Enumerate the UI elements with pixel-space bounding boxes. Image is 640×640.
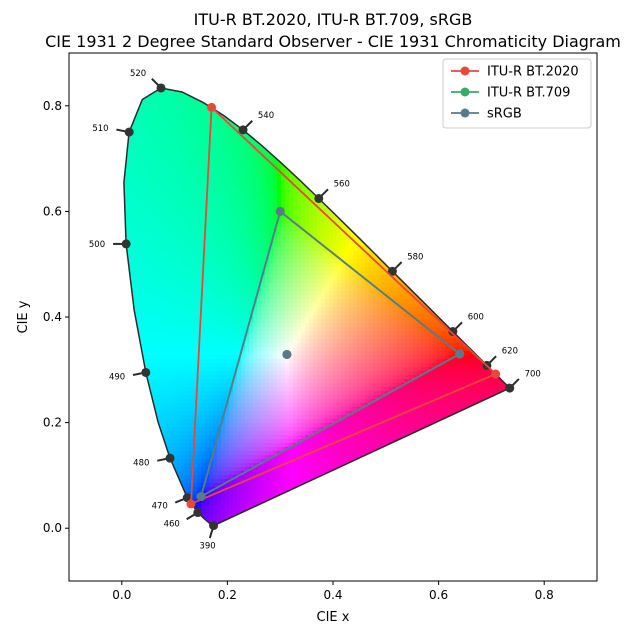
wavelength-marker-460 [193,508,203,518]
x-tick-label: 0.4 [323,588,342,602]
wavelength-label-500: 500 [89,240,105,250]
wavelength-marker-580 [387,266,397,276]
wavelength-label-620: 620 [502,347,518,357]
wavelength-label-520: 520 [130,69,146,79]
wavelength-label-490: 490 [109,373,125,383]
gamut-primary-srgb-1 [275,206,285,216]
wavelength-label-480: 480 [133,458,149,468]
horseshoe-color-fill [123,88,510,526]
wavelength-markers [113,78,520,539]
x-tick-label: 0.8 [535,588,554,602]
legend-frame [442,58,592,129]
legend: ITU-R BT.2020 ITU-R BT.709 sRGB [442,58,592,129]
x-tick-label: 0.6 [429,588,448,602]
y-tick-label: 0.8 [43,99,62,113]
wavelength-labels: 390 460 470 480 490 500 510 520 540 560 580 600 620 7… [89,69,541,552]
wavelength-marker-510 [124,127,134,137]
legend-label-srgb: sRGB [487,107,522,122]
y-axis-ticks: 0.0 0.2 0.4 0.6 0.8 [43,99,69,535]
gamut-line-srgb [200,210,461,498]
gamut-line-itu-r-bt-2020 [190,106,497,505]
wavelength-marker-490 [141,367,151,377]
chart-title-line-2: CIE 1931 2 Degree Standard Observer - CI… [45,32,621,51]
y-tick-label: 0.2 [43,416,62,430]
whitepoint-srgb [282,349,292,359]
gamut-primary-itu-r-bt-2020-1 [207,102,217,112]
x-tick-label: 0.0 [112,588,131,602]
gamut-primary-srgb-2 [196,492,206,502]
wavelength-label-510: 510 [92,124,108,134]
wavelength-marker-560 [314,193,324,203]
wavelength-label-540: 540 [258,111,274,121]
plot-area: 390 460 470 480 490 500 510 520 540 560 580 600 620 7… [89,69,541,552]
wavelength-marker-540 [238,125,248,135]
wavelength-marker-600 [448,327,458,337]
wavelength-label-460: 460 [164,519,180,529]
wavelength-label-600: 600 [468,313,484,323]
gamut-primary-itu-r-bt-2020-2 [186,499,196,509]
wavelength-marker-520 [156,83,166,93]
y-tick-label: 0.6 [43,204,62,218]
x-axis-ticks: 0.0 0.2 0.4 0.6 0.8 [112,581,554,602]
wavelength-label-390: 390 [199,542,215,552]
x-axis-label: CIE x [317,610,350,625]
y-tick-label: 0.0 [43,521,62,535]
wavelength-label-700: 700 [525,369,541,379]
gamut-primary-itu-r-bt-2020-0 [491,369,501,379]
y-axis-label: CIE y [16,300,31,333]
wavelength-marker-500 [121,239,131,249]
legend-label-itu-r-bt-2020: ITU-R BT.2020 [487,65,579,80]
wavelength-label-560: 560 [334,180,350,190]
wavelength-marker-700 [505,383,515,393]
y-tick-label: 0.4 [43,310,62,324]
x-tick-label: 0.2 [218,588,237,602]
legend-swatch-marker-srgb [460,108,470,118]
wavelength-label-470: 470 [152,501,168,511]
legend-swatch-marker-itu-r-bt-2020 [460,66,470,76]
wavelength-marker-390 [209,521,219,531]
wavelength-label-580: 580 [407,252,423,262]
legend-label-itu-r-bt-709: ITU-R BT.709 [487,86,570,101]
wavelength-marker-480 [165,453,175,463]
chart-title-line-1: ITU-R BT.2020, ITU-R BT.709, sRGB [194,10,473,29]
gamut-primary-srgb-0 [455,349,465,359]
gamut-series [186,102,501,509]
legend-swatch-marker-itu-r-bt-709 [460,87,470,97]
